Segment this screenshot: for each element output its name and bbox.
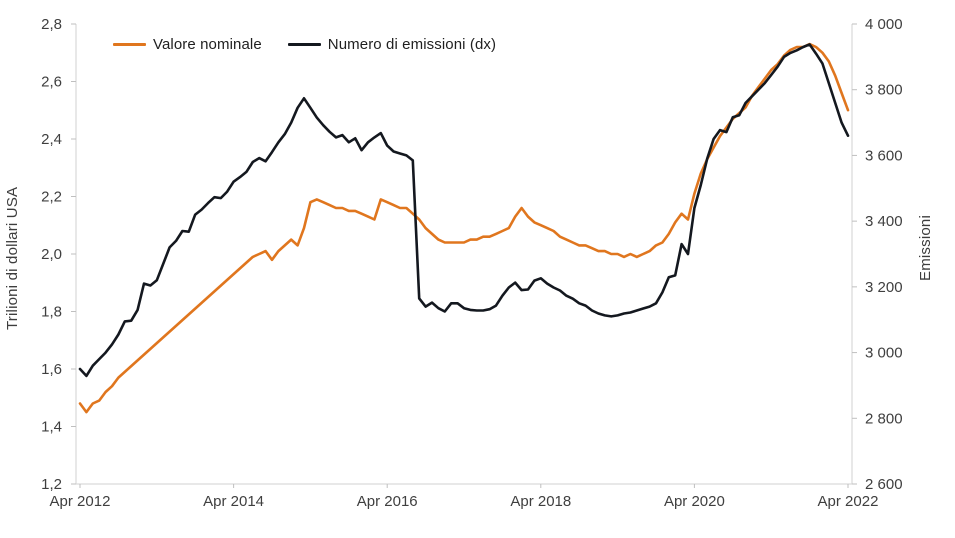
y-right-tick-label: 2 600 <box>865 476 903 493</box>
x-tick-label: Apr 2012 <box>50 493 111 510</box>
legend-item-valore-nominale: Valore nominale <box>113 36 262 53</box>
y-right-tick-label: 3 600 <box>865 147 903 164</box>
x-tick-label: Apr 2022 <box>818 493 879 510</box>
series-line-valore-nominale <box>78 42 850 414</box>
left-axis-title: Trilioni di dollari USA <box>4 186 21 330</box>
y-left-tick-label: 2,0 <box>41 246 62 263</box>
y-right-tick-label: 3 200 <box>865 279 903 296</box>
legend-label: Valore nominale <box>153 36 262 53</box>
x-tick-label: Apr 2018 <box>510 493 571 510</box>
y-right-tick-label: 3 000 <box>865 345 903 362</box>
y-left-tick-label: 2,8 <box>41 16 62 33</box>
orange-line-swatch-icon <box>113 43 146 46</box>
right-axis-title: Emissioni <box>917 215 934 281</box>
y-left-tick-label: 1,8 <box>41 304 62 321</box>
y-right-tick-label: 2 800 <box>865 410 903 427</box>
y-right-tick-label: 4 000 <box>865 16 903 33</box>
y-left-tick-label: 2,4 <box>41 131 62 148</box>
y-right-tick-label: 3 400 <box>865 213 903 230</box>
y-left-tick-label: 1,4 <box>41 419 62 436</box>
black-line-swatch-icon <box>287 43 321 46</box>
x-tick-label: Apr 2016 <box>357 493 418 510</box>
legend-item-numero-emissioni: Numero di emissioni (dx) <box>287 36 497 53</box>
y-right-tick-label: 3 800 <box>865 82 903 99</box>
x-tick-label: Apr 2020 <box>664 493 725 510</box>
y-left-tick-label: 2,2 <box>41 189 62 206</box>
x-tick-label: Apr 2014 <box>203 493 264 510</box>
chart-legend: Valore nominale Numero di emissioni (dx) <box>113 36 496 53</box>
y-left-tick-label: 1,6 <box>41 361 62 378</box>
y-left-tick-label: 1,2 <box>41 476 62 493</box>
y-left-tick-label: 2,6 <box>41 74 62 91</box>
legend-label: Numero di emissioni (dx) <box>327 36 497 53</box>
series-line-numero-di-emissioni-dx <box>78 43 850 378</box>
